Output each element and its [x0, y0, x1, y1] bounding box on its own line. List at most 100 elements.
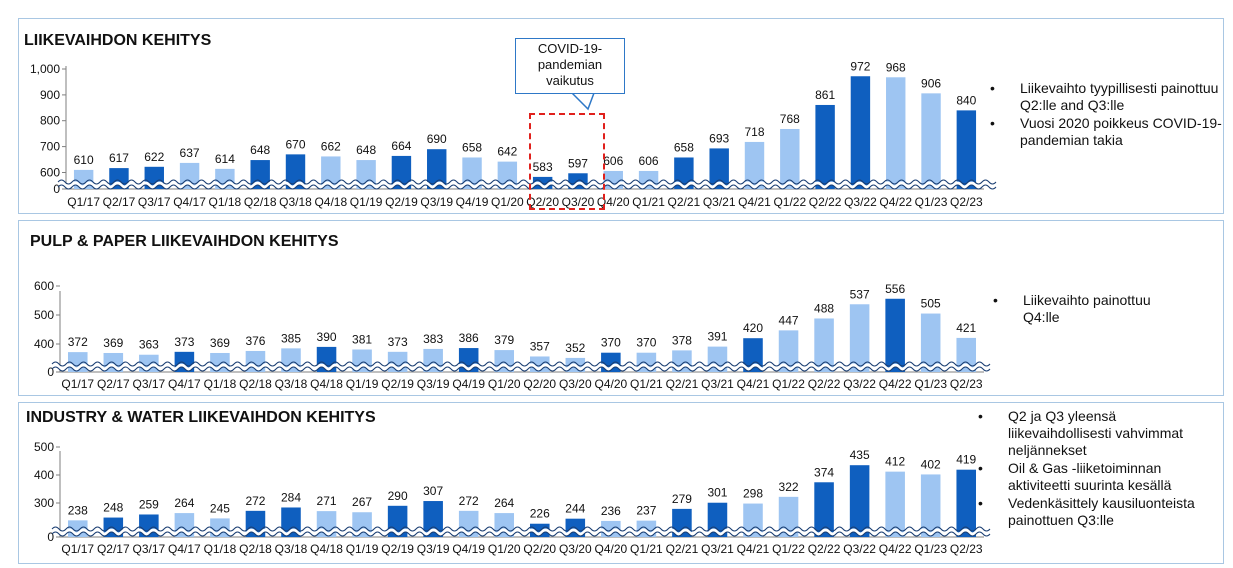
data-label: 447 — [779, 313, 799, 327]
data-label: 238 — [68, 503, 88, 517]
data-label: 271 — [317, 494, 337, 508]
data-label: 597 — [568, 156, 588, 170]
bar — [920, 474, 941, 537]
data-label: 642 — [497, 145, 517, 159]
category-label: Q1/17 — [67, 195, 100, 209]
data-label: 648 — [356, 143, 376, 157]
data-label: 376 — [245, 334, 265, 348]
data-label: 968 — [886, 60, 906, 74]
category-label: Q1/21 — [632, 195, 665, 209]
data-label: 322 — [779, 480, 799, 494]
category-label: Q2/20 — [526, 195, 559, 209]
data-label: 372 — [68, 335, 88, 349]
category-label: Q2/18 — [244, 195, 277, 209]
y-tick-label: 700 — [40, 140, 60, 154]
axis-break-line — [51, 366, 991, 372]
bar — [921, 93, 941, 189]
bullet-item: Oil & Gas -liiketoiminnan aktiviteetti s… — [978, 460, 1216, 494]
data-label: 352 — [565, 341, 585, 355]
category-label: Q3/21 — [701, 542, 734, 556]
axis-break-wave — [50, 363, 992, 371]
data-label: 972 — [850, 59, 870, 73]
bar — [849, 304, 870, 372]
bullets-revenue: Liikevaihto tyypillisesti painottuu Q2:l… — [990, 80, 1222, 150]
bar — [391, 155, 412, 189]
data-label: 718 — [744, 125, 764, 139]
data-label: 379 — [494, 333, 514, 347]
category-label: Q4/21 — [737, 542, 770, 556]
data-label: 301 — [707, 486, 727, 500]
category-label: Q3/20 — [559, 377, 592, 391]
bar — [849, 465, 870, 537]
y-tick-label: 500 — [34, 308, 54, 322]
category-label: Q4/17 — [173, 195, 206, 209]
data-label: 505 — [921, 297, 941, 311]
y-tick-label: 400 — [34, 468, 54, 482]
bar — [956, 337, 977, 372]
category-label: Q3/21 — [701, 377, 734, 391]
bar — [956, 110, 977, 189]
data-label: 402 — [921, 457, 941, 471]
category-label: Q1/20 — [491, 195, 524, 209]
category-label: Q4/21 — [737, 377, 770, 391]
bar — [423, 501, 443, 537]
bar — [707, 502, 728, 537]
callout-line: pandemian — [537, 57, 603, 72]
category-label: Q2/22 — [809, 195, 842, 209]
y-tick-label: 600 — [34, 279, 54, 293]
y-tick-label: 800 — [40, 114, 60, 128]
y-tick-label: 0 — [47, 365, 54, 379]
category-label: Q2/17 — [103, 195, 136, 209]
category-label: Q1/19 — [346, 377, 379, 391]
category-label: Q1/23 — [915, 195, 948, 209]
data-label: 606 — [603, 154, 623, 168]
category-label: Q1/18 — [209, 195, 242, 209]
category-label: Q1/17 — [61, 377, 94, 391]
data-label: 378 — [672, 333, 692, 347]
category-label: Q4/17 — [168, 377, 201, 391]
data-label: 690 — [427, 132, 447, 146]
data-label: 248 — [103, 501, 123, 515]
data-label: 658 — [462, 140, 482, 154]
data-label: 391 — [707, 330, 727, 344]
category-label: Q4/22 — [879, 195, 912, 209]
category-label: Q3/20 — [559, 542, 592, 556]
bar — [744, 141, 765, 189]
category-label: Q4/21 — [738, 195, 771, 209]
category-label: Q3/18 — [275, 377, 308, 391]
y-tick-label: 300 — [34, 496, 54, 510]
data-label: 583 — [533, 160, 553, 174]
data-label: 381 — [352, 333, 372, 347]
data-label: 693 — [709, 131, 729, 145]
category-label: Q1/22 — [772, 377, 805, 391]
y-tick-label: 500 — [34, 440, 54, 454]
category-label: Q4/18 — [314, 195, 347, 209]
category-label: Q4/20 — [594, 377, 627, 391]
category-label: Q3/22 — [843, 377, 876, 391]
bar — [956, 469, 977, 537]
category-label: Q4/20 — [594, 542, 627, 556]
panel-title-pulp-paper: PULP & PAPER LIIKEVAIHDON KEHITYS — [30, 233, 339, 250]
category-label: Q3/19 — [417, 542, 450, 556]
bullet-item: Liikevaihto painottuu Q4:lle — [993, 292, 1183, 326]
data-label: 537 — [850, 287, 870, 301]
callout-line: COVID-19- — [537, 41, 603, 56]
category-label: Q3/17 — [132, 542, 165, 556]
category-label: Q1/23 — [914, 377, 947, 391]
category-label: Q2/17 — [97, 377, 130, 391]
y-tick-label: 1,000 — [30, 62, 60, 76]
data-label: 556 — [885, 282, 905, 296]
data-label: 390 — [317, 330, 337, 344]
data-label: 614 — [215, 152, 235, 166]
y-tick-label: 400 — [34, 337, 54, 351]
data-label: 670 — [285, 137, 305, 151]
y-tick-label: 900 — [40, 88, 60, 102]
data-label: 369 — [103, 336, 123, 350]
data-label: 369 — [210, 336, 230, 350]
data-label: 236 — [601, 504, 621, 518]
bar — [886, 77, 906, 189]
data-label: 658 — [674, 140, 694, 154]
